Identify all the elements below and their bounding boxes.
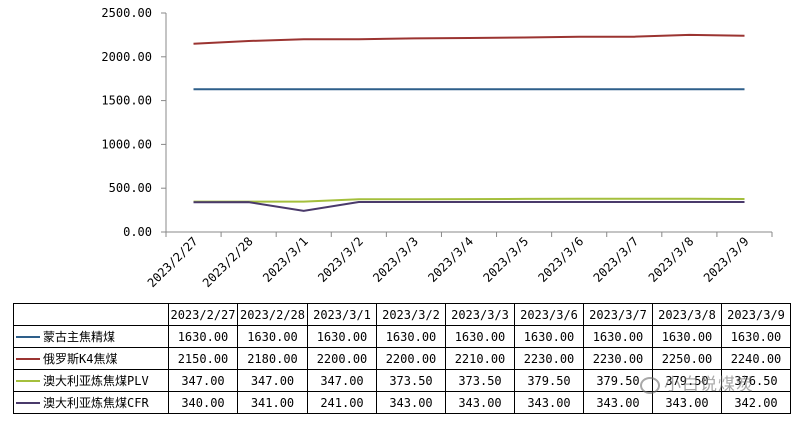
table-row: 澳大利亚炼焦煤CFR 340.00 341.00 241.00 343.00 343.00… [13,391,791,414]
x-tick-label: 2023/3/8 [646,234,697,285]
table-cell: 347.00 [168,369,238,392]
table-row-label: 俄罗斯K4焦煤 [13,347,169,370]
table-cell: 2250.00 [652,347,722,370]
y-tick-label: 500.00 [109,181,152,195]
x-tick-label: 2023/2/28 [200,234,256,290]
table-cell: 2200.00 [307,347,377,370]
table-cell: 1630.00 [445,325,515,348]
table-cell: 1630.00 [376,325,446,348]
table-cell: 2230.00 [583,347,653,370]
table-header-cell: 2023/2/27 [168,303,238,326]
table-header-cell: 2023/3/6 [514,303,584,326]
table-cell: 373.50 [445,369,515,392]
legend-line-swatch [16,335,40,338]
series-label: 澳大利亚炼焦煤CFR [43,396,149,410]
table-corner-cell [13,303,169,326]
table-row-label: 蒙古主焦精煤 [13,325,169,348]
x-tick-label: 2023/3/5 [480,234,531,285]
table-cell: 2240.00 [721,347,791,370]
table-cell: 1630.00 [168,325,238,348]
table-cell: 379.50 [583,369,653,392]
table-row-label: 澳大利亚炼焦煤CFR [13,391,169,414]
watermark: 小白说煤炭 [640,370,754,395]
legend-line-swatch [16,357,40,360]
table-cell: 343.00 [445,391,515,414]
table-cell: 343.00 [583,391,653,414]
table-header-cell: 2023/3/7 [583,303,653,326]
y-tick-label: 1000.00 [101,137,152,151]
data-table: 2023/2/27 2023/2/28 2023/3/1 2023/3/2 2023/3… [13,303,791,414]
table-row: 俄罗斯K4焦煤 2150.00 2180.00 2200.00 2200.00 2210.… [13,347,791,370]
x-tick-label: 2023/2/27 [145,234,201,290]
x-tick-label: 2023/3/3 [370,234,421,285]
legend-line-swatch [16,401,40,404]
table-cell: 373.50 [376,369,446,392]
table-header-cell: 2023/2/28 [237,303,308,326]
table-cell: 343.00 [376,391,446,414]
table-row-label: 澳大利亚炼焦煤PLV [13,369,169,392]
table-header-row: 2023/2/27 2023/2/28 2023/3/1 2023/3/2 2023/3… [13,303,791,326]
table-cell: 1630.00 [721,325,791,348]
y-tick-label: 0.00 [123,225,152,239]
table-cell: 347.00 [237,369,308,392]
table-cell: 241.00 [307,391,377,414]
table-cell: 2180.00 [237,347,308,370]
x-tick-label: 2023/3/6 [536,234,587,285]
table-header-cell: 2023/3/8 [652,303,722,326]
table-cell: 2150.00 [168,347,238,370]
table-cell: 2230.00 [514,347,584,370]
table-cell: 2210.00 [445,347,515,370]
table-cell: 343.00 [652,391,722,414]
series-line-4 [193,201,745,212]
y-tick-label: 1500.00 [101,94,152,108]
table-cell: 340.00 [168,391,238,414]
table-cell: 341.00 [237,391,308,414]
series-label: 澳大利亚炼焦煤PLV [43,374,149,388]
watermark-text: 小白说煤炭 [664,375,754,395]
y-tick-label: 2500.00 [101,6,152,20]
table-cell: 343.00 [514,391,584,414]
x-tick-label: 2023/3/9 [701,234,752,285]
line-chart: 2500.00 2000.00 1500.00 1000.00 500.00 0.00 2… [101,6,773,290]
y-tick-label: 2000.00 [101,50,152,64]
table-cell: 342.00 [721,391,791,414]
legend-line-swatch [16,379,40,382]
table-cell: 1630.00 [583,325,653,348]
x-tick-label: 2023/3/2 [315,234,366,285]
table-cell: 1630.00 [307,325,377,348]
table-cell: 1630.00 [514,325,584,348]
table-cell: 1630.00 [652,325,722,348]
series-line-3 [193,197,745,203]
table-header-cell: 2023/3/2 [376,303,446,326]
x-tick-label: 2023/3/7 [591,234,642,285]
table-cell: 1630.00 [237,325,308,348]
table-header-cell: 2023/3/3 [445,303,515,326]
x-tick-label: 2023/3/1 [260,234,311,285]
wechat-icon [640,376,660,394]
table-header-cell: 2023/3/9 [721,303,791,326]
table-cell: 379.50 [514,369,584,392]
table-header-cell: 2023/3/1 [307,303,377,326]
x-tick-label: 2023/3/4 [425,234,476,285]
series-label: 俄罗斯K4焦煤 [43,352,118,366]
series-line-2 [193,33,745,45]
table-cell: 376.50 [721,369,791,392]
series-label: 蒙古主焦精煤 [43,330,116,344]
table-cell: 2200.00 [376,347,446,370]
table-cell: 347.00 [307,369,377,392]
table-row: 蒙古主焦精煤 1630.00 1630.00 1630.00 1630.00 1630.0… [13,325,791,348]
